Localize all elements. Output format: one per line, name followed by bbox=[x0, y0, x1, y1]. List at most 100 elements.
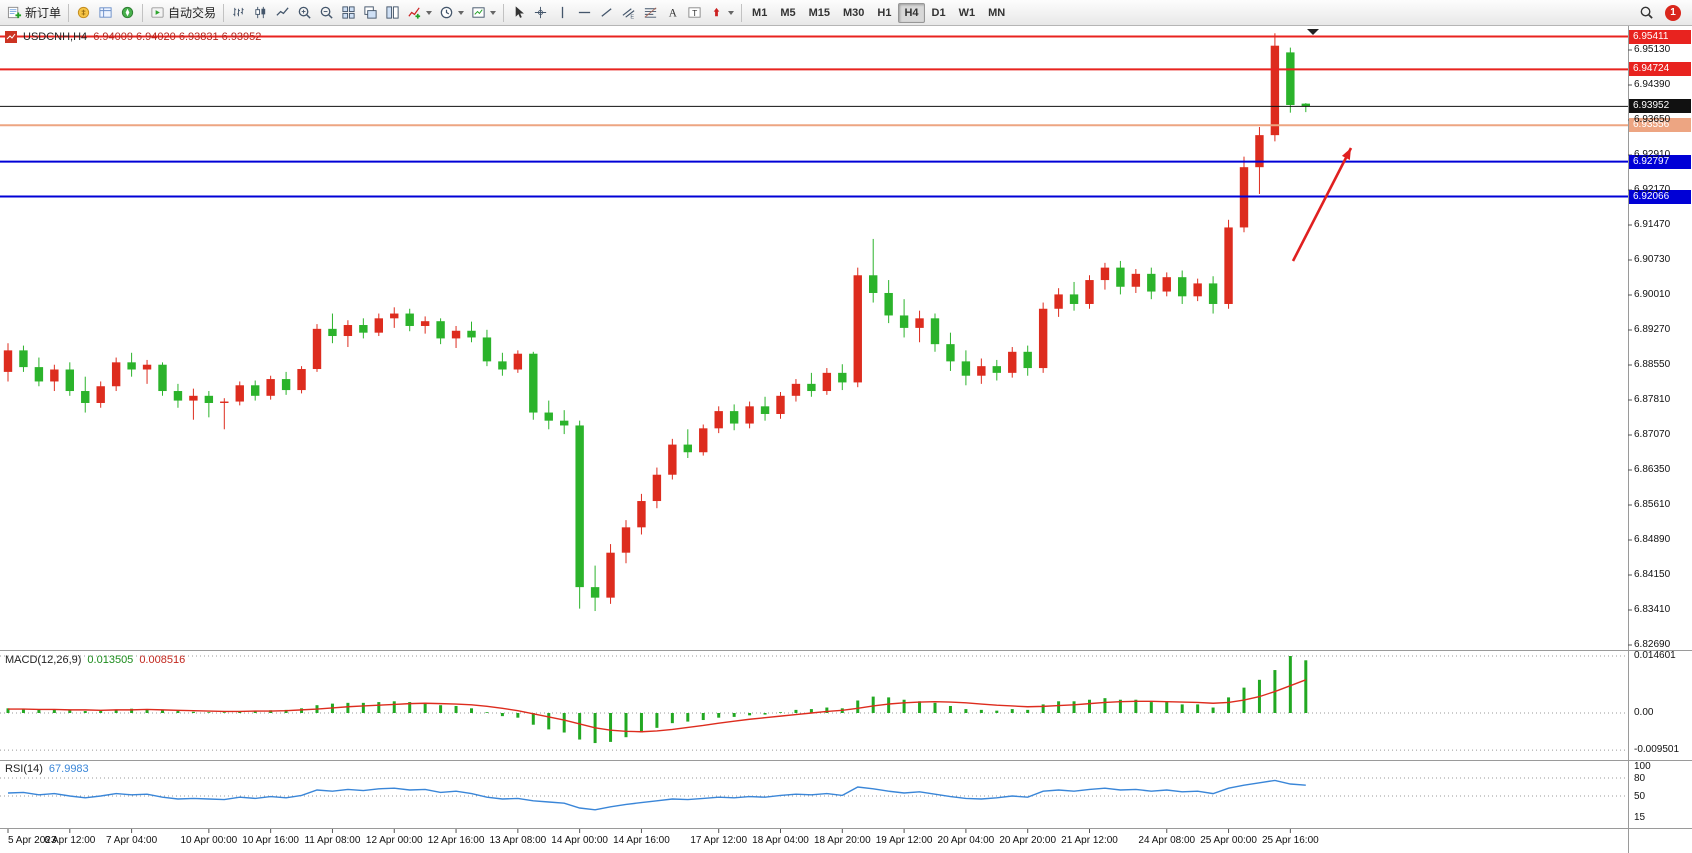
candle-body bbox=[760, 406, 770, 414]
candle-body bbox=[34, 367, 44, 382]
candle-body bbox=[513, 353, 523, 370]
candle-body bbox=[1255, 135, 1264, 168]
new-order-button[interactable]: 新订单 bbox=[4, 2, 64, 24]
candle-body bbox=[529, 353, 538, 413]
zoom-out-button[interactable] bbox=[316, 2, 337, 24]
candle-body bbox=[1116, 267, 1125, 287]
text-icon: A bbox=[669, 8, 678, 20]
templates-button[interactable] bbox=[468, 2, 499, 24]
horizontal-line-icon bbox=[578, 11, 591, 14]
macd-main-value: 0.013505 bbox=[87, 654, 134, 666]
tile-windows-button[interactable] bbox=[338, 2, 359, 24]
notifications-button[interactable]: 1 bbox=[1658, 2, 1688, 24]
candle-chart-mode-button[interactable] bbox=[250, 2, 271, 24]
dropdown-caret-icon bbox=[426, 10, 433, 15]
candle-body bbox=[899, 315, 909, 328]
zoom-out-icon bbox=[320, 6, 333, 19]
templates-icon bbox=[472, 7, 485, 18]
candle-body bbox=[621, 527, 631, 553]
timeframe-button-mn[interactable]: MN bbox=[982, 3, 1011, 23]
candle-body bbox=[992, 366, 1001, 373]
svg-text:E: E bbox=[630, 15, 634, 20]
rsi-line bbox=[7, 779, 1306, 811]
candle-body bbox=[3, 350, 13, 372]
candle-body bbox=[884, 292, 893, 316]
crosshair-button[interactable] bbox=[530, 2, 551, 24]
svg-text:A: A bbox=[669, 8, 678, 20]
candle-body bbox=[1286, 52, 1295, 106]
candle-body bbox=[714, 411, 723, 429]
trend-arrow-head-icon bbox=[1341, 148, 1351, 160]
candle-body bbox=[1023, 351, 1032, 369]
toolbar-separator bbox=[223, 3, 225, 22]
candle-body bbox=[1208, 283, 1218, 304]
label-button[interactable]: T bbox=[684, 2, 705, 24]
main-toolbar: 新订单 自动交易 bbox=[0, 0, 1692, 26]
macd-name: MACD(12,26,9) bbox=[5, 654, 82, 666]
arrows-button[interactable] bbox=[706, 2, 737, 24]
arrow-shape-icon bbox=[713, 7, 720, 17]
toolbar-separator bbox=[142, 3, 144, 22]
vertical-line-button[interactable] bbox=[552, 2, 573, 24]
search-button[interactable] bbox=[1636, 2, 1657, 24]
timeframe-button-m30[interactable]: M30 bbox=[837, 3, 870, 23]
indicators-icon bbox=[408, 7, 421, 19]
line-chart-mode-button[interactable] bbox=[272, 2, 293, 24]
candle-body bbox=[606, 552, 615, 598]
channel-icon: E bbox=[622, 8, 635, 20]
candle-body bbox=[281, 379, 291, 391]
data-window-button[interactable] bbox=[95, 2, 116, 24]
periods-button[interactable] bbox=[436, 2, 467, 24]
timeframe-button-m5[interactable]: M5 bbox=[774, 3, 801, 23]
rsi-name: RSI(14) bbox=[5, 763, 43, 775]
timeframe-button-h1[interactable]: H1 bbox=[871, 3, 897, 23]
candle-body bbox=[915, 318, 924, 328]
rsi-label: RSI(14) 67.9983 bbox=[5, 763, 89, 775]
candle-body bbox=[699, 428, 708, 453]
dropdown-caret-icon bbox=[728, 10, 735, 15]
candle-body bbox=[405, 313, 414, 326]
candle-body bbox=[173, 391, 183, 401]
cursor-button[interactable] bbox=[508, 2, 529, 24]
timeframe-button-m1[interactable]: M1 bbox=[746, 3, 773, 23]
candle-body bbox=[390, 313, 399, 319]
candle-body bbox=[359, 325, 368, 333]
candle-body bbox=[869, 275, 878, 293]
candle-body bbox=[50, 369, 59, 382]
navigator-button[interactable] bbox=[117, 2, 138, 24]
candle-body bbox=[251, 385, 260, 396]
macd-signal-value: 0.008516 bbox=[139, 654, 186, 666]
candle-body bbox=[436, 321, 445, 339]
candle-body bbox=[853, 275, 862, 383]
candle-body bbox=[343, 325, 353, 337]
market-watch-icon bbox=[77, 6, 90, 19]
tile-vertical-button[interactable] bbox=[382, 2, 403, 24]
candle-body bbox=[297, 369, 306, 391]
candle-body bbox=[1224, 227, 1233, 304]
scroll-end-marker-icon[interactable] bbox=[1307, 29, 1319, 35]
label-icon: T bbox=[688, 7, 701, 18]
horizontal-line-button[interactable] bbox=[574, 2, 595, 24]
timeframe-button-w1[interactable]: W1 bbox=[953, 3, 982, 23]
candle-body bbox=[498, 361, 507, 370]
market-watch-button[interactable] bbox=[73, 2, 94, 24]
candle-body bbox=[1162, 277, 1171, 292]
channel-button[interactable]: E bbox=[618, 2, 639, 24]
timeframe-button-h4[interactable]: H4 bbox=[898, 2, 925, 23]
text-button[interactable]: A bbox=[662, 2, 683, 24]
indicators-button[interactable] bbox=[404, 2, 435, 24]
fibonacci-icon bbox=[644, 7, 657, 18]
auto-trading-button[interactable]: 自动交易 bbox=[147, 2, 219, 24]
bar-chart-mode-button[interactable] bbox=[228, 2, 249, 24]
toolbar-separator bbox=[503, 3, 505, 22]
fibonacci-button[interactable] bbox=[640, 2, 661, 24]
trend-arrow[interactable] bbox=[1291, 147, 1353, 262]
timeframe-button-m15[interactable]: M15 bbox=[803, 3, 836, 23]
trendline-button[interactable] bbox=[596, 2, 617, 24]
timeframe-button-d1[interactable]: D1 bbox=[926, 3, 952, 23]
zoom-in-button[interactable] bbox=[294, 2, 315, 24]
cascade-windows-button[interactable] bbox=[360, 2, 381, 24]
candle-chart-mode-icon bbox=[255, 6, 266, 19]
trendline-icon bbox=[601, 8, 612, 17]
